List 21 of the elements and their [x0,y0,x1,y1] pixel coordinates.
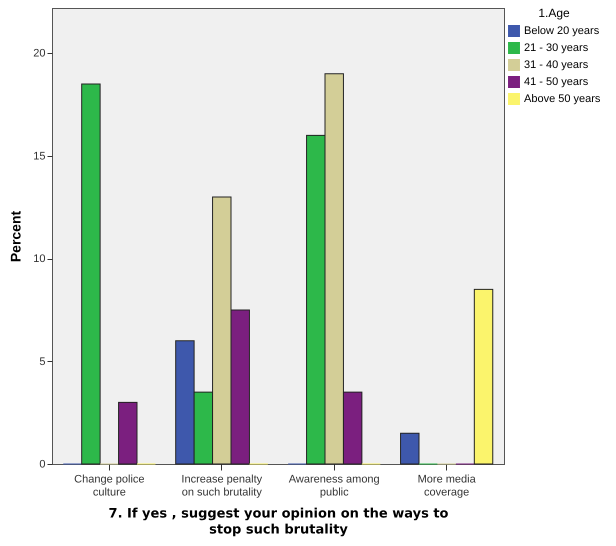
x-tick-label: Change police culture [74,474,145,498]
y-tick-label: 5 [39,356,46,368]
y-axis-title: Percent [7,210,24,262]
legend-label: Above 50 years [524,93,601,105]
bar [400,432,420,464]
bar [81,84,101,464]
y-tick-label: 10 [33,253,46,266]
legend-label: 21 - 30 years [524,42,589,54]
legend-label: 41 - 50 years [524,76,589,88]
y-tick-label: 20 [33,48,46,60]
legend-label: Below 20 years [524,25,600,37]
x-axis-title: 7. If yes , suggest your opinion on the ways to stop such brutality [108,506,449,538]
x-tick-label: More media coverage [418,474,477,498]
bar [118,402,138,464]
bar [474,288,494,464]
legend-title: 1.Age [538,6,570,20]
y-tick-label: 0 [39,458,46,470]
x-tick-label: Awareness among public [288,474,380,498]
y-tick-label: 15 [33,150,46,162]
x-tick-label: Increase penalty on such brutality [181,474,263,498]
legend-label: 31 - 40 years [524,59,589,71]
